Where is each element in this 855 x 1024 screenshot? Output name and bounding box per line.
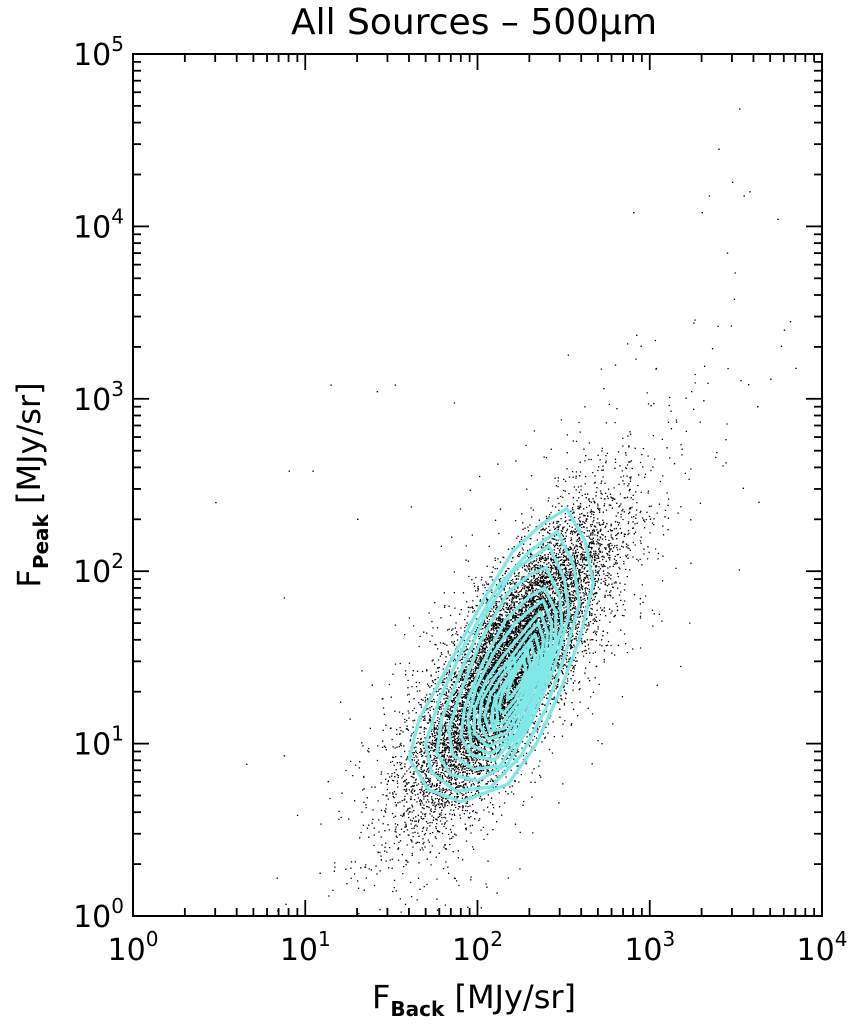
x-axis-label-sub: Back: [390, 997, 445, 1021]
axis-ticks: [132, 54, 822, 917]
y-axis-label-base: F: [10, 569, 48, 587]
y-tick-label: 101: [73, 722, 124, 763]
contour-level-7: [472, 610, 550, 749]
y-axis-label: FPeak [MJy/sr]: [10, 382, 53, 587]
contour-peak-1: [489, 694, 500, 732]
y-tick-labels: 100 101 102 103 104 105: [73, 32, 124, 935]
x-tick-label: 100: [108, 927, 159, 968]
contour-level-2: [424, 529, 581, 793]
contour-peak-2: [506, 652, 517, 677]
x-axis-label-unit: [MJy/sr]: [454, 978, 576, 1016]
y-tick-label: 105: [73, 32, 124, 73]
contour-level-6: [466, 598, 554, 756]
contour-level-5: [459, 586, 558, 762]
contour-level-4: [447, 565, 564, 771]
y-axis-label-sub: Peak: [29, 513, 53, 569]
y-tick-label: 104: [73, 204, 124, 245]
x-tick-labels: 100 101 102 103 104: [108, 927, 848, 968]
contour-level-3: [435, 544, 571, 783]
y-tick-label: 103: [73, 377, 124, 418]
y-axis-label-unit: [MJy/sr]: [10, 382, 48, 504]
x-tick-label: 101: [280, 927, 331, 968]
x-tick-label: 103: [624, 927, 675, 968]
y-tick-label: 102: [73, 549, 124, 590]
x-axis-label-base: F: [372, 978, 390, 1016]
x-tick-label: 104: [797, 927, 848, 968]
x-axis-label: FBack [MJy/sr]: [372, 978, 576, 1021]
contour-level-12: [506, 657, 528, 702]
x-tick-label: 102: [452, 927, 503, 968]
contour-level-9: [483, 632, 541, 733]
contour-level-1: [407, 507, 595, 804]
density-contours: [407, 507, 595, 804]
scatter-points: [215, 108, 797, 915]
y-tick-label: 100: [73, 894, 124, 935]
scatter-dots: [215, 108, 797, 915]
chart-title: All Sources – 500μm: [291, 2, 657, 43]
